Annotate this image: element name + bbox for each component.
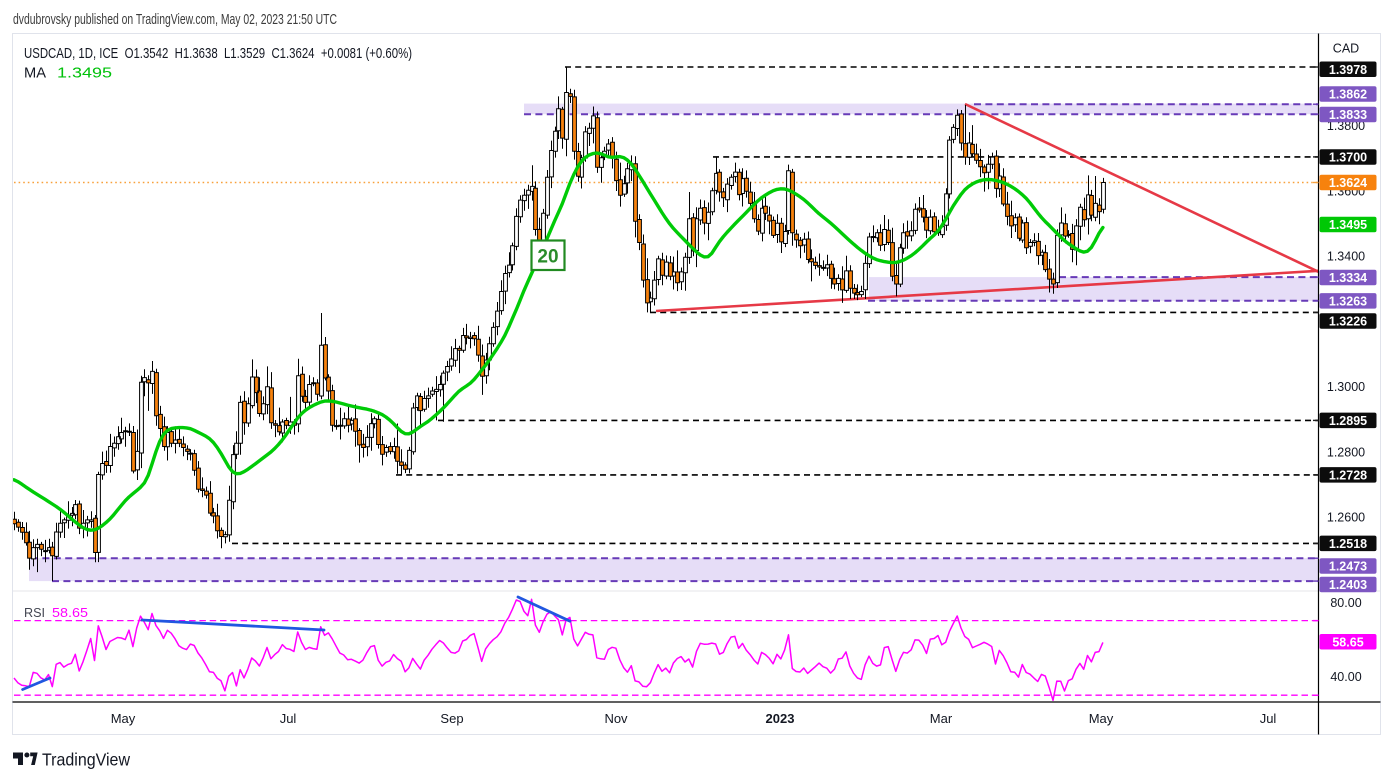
svg-text:1.3495: 1.3495 [1329,218,1367,232]
svg-text:TradingView: TradingView [42,750,130,770]
svg-text:May: May [1089,711,1114,726]
svg-text:Jul: Jul [280,711,297,726]
svg-text:1.2403: 1.2403 [1329,578,1367,592]
svg-text:1.3624: 1.3624 [1329,176,1367,190]
svg-text:USDCAD, 1D, ICE O1.3542 H1.3: USDCAD, 1D, ICE O1.3542 H1.3638 L1.3529 … [24,45,412,62]
svg-text:1.3495: 1.3495 [57,65,112,82]
svg-text:2023: 2023 [766,711,795,726]
svg-text:80.00: 80.00 [1330,596,1361,610]
svg-text:Sep: Sep [440,711,463,726]
svg-text:1.3700: 1.3700 [1329,151,1367,165]
svg-text:Nov: Nov [604,711,628,726]
svg-text:1.2800: 1.2800 [1327,445,1365,459]
svg-text:58.65: 58.65 [1332,635,1363,649]
svg-text:1.3833: 1.3833 [1329,108,1367,122]
svg-text:Mar: Mar [930,711,953,726]
svg-text:1.3400: 1.3400 [1327,250,1365,264]
svg-text:1.2518: 1.2518 [1329,537,1367,551]
svg-text:1.3226: 1.3226 [1329,315,1367,329]
svg-text:1.2728: 1.2728 [1329,469,1367,483]
svg-text:1.2473: 1.2473 [1329,560,1367,574]
svg-text:40.00: 40.00 [1330,670,1361,684]
svg-text:1.3334: 1.3334 [1329,271,1367,285]
svg-text:1.2895: 1.2895 [1329,414,1367,428]
svg-text:dvdubrovsky published on Tradi: dvdubrovsky published on TradingView.com… [13,11,337,28]
svg-text:1.3000: 1.3000 [1327,380,1365,394]
svg-text:Jul: Jul [1260,711,1277,726]
svg-text:1.2600: 1.2600 [1327,511,1365,525]
svg-text:1.3862: 1.3862 [1329,88,1367,102]
svg-text:RSI: RSI [24,605,45,620]
svg-text:1.3978: 1.3978 [1329,63,1367,77]
svg-text:58.65: 58.65 [52,605,88,620]
svg-text:CAD: CAD [1333,42,1359,56]
svg-text:1.3800: 1.3800 [1327,119,1365,133]
svg-text:MA: MA [24,65,46,82]
svg-text:20: 20 [537,247,558,268]
svg-text:1.3263: 1.3263 [1329,294,1367,308]
svg-text:May: May [111,711,136,726]
